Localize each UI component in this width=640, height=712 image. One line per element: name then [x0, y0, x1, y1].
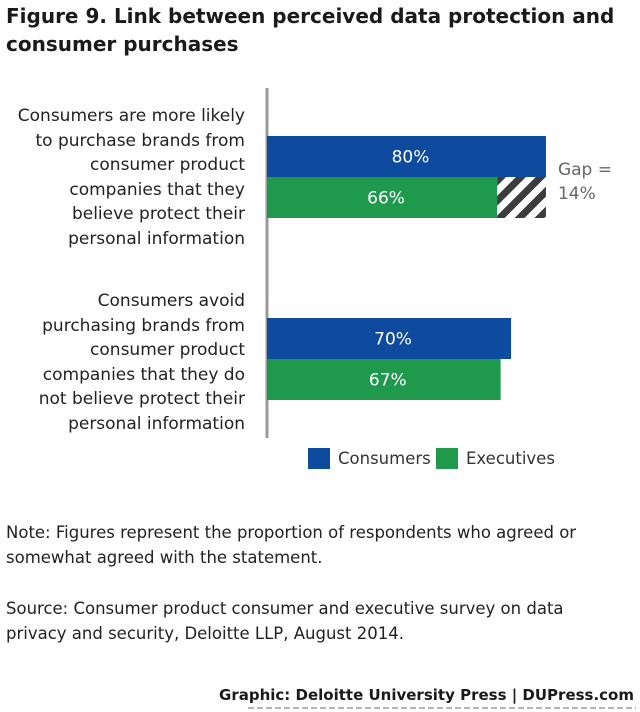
bar-consumers-1	[267, 318, 512, 359]
source-text: Source: Consumer product consumer and ex…	[6, 599, 564, 643]
bar-label-executives-0: 66%	[367, 189, 405, 209]
bar-label-consumers-0: 80%	[392, 148, 430, 168]
gap-label-line-0: Gap =	[558, 160, 612, 180]
legend-swatch-consumers	[308, 448, 330, 469]
gap-hatch-0	[497, 177, 546, 218]
legend-label-consumers: Consumers	[338, 449, 431, 468]
category-label-0: Consumers are more likely to purchase br…	[17, 106, 245, 249]
note-text: Note: Figures represent the proportion o…	[6, 523, 577, 567]
bar-label-consumers-1: 70%	[374, 330, 412, 350]
figure-title: Figure 9. Link between perceived data pr…	[6, 4, 615, 56]
footer-credit: Graphic: Deloitte University Press | DUP…	[219, 686, 634, 704]
bar-executives-0	[267, 177, 498, 218]
bar-label-executives-1: 67%	[369, 371, 407, 391]
footer-rule	[248, 707, 636, 709]
bar-consumers-0	[267, 136, 546, 177]
legend-label-executives: Executives	[466, 449, 555, 468]
gap-label-line-1: 14%	[558, 184, 596, 204]
category-label-1: Consumers avoid purchasing brands from c…	[38, 291, 245, 434]
bar-executives-1	[267, 359, 501, 400]
legend-swatch-executives	[436, 448, 458, 469]
